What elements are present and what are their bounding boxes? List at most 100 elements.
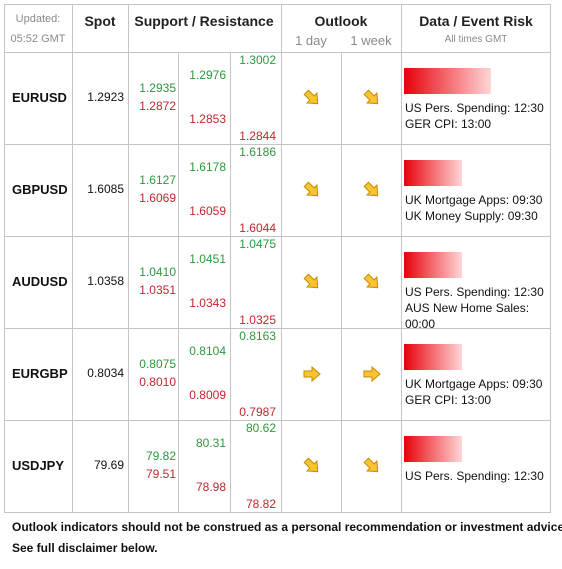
event: UK Mortgage Apps: 09:30	[405, 377, 543, 391]
arrow-shape	[363, 89, 379, 105]
pair: USDJPY	[12, 458, 65, 473]
risk-bar	[404, 68, 491, 94]
outlook-1week: 1 week	[350, 33, 392, 48]
row-line	[4, 52, 551, 53]
resistance: 1.6127	[139, 173, 176, 187]
column-line	[128, 4, 129, 513]
outlook-arrow	[363, 181, 379, 197]
outlook-arrow	[303, 181, 319, 197]
support: 78.82	[245, 497, 276, 511]
support: 1.2844	[239, 129, 276, 143]
event-list: US Pers. Spending: 12:30 AUS New Home Sal…	[405, 284, 547, 332]
pair: GBPUSD	[12, 182, 68, 197]
risk-bar	[404, 160, 462, 186]
outlook-arrow	[303, 273, 319, 289]
arrow-shape	[363, 273, 379, 289]
arrow-shape	[303, 365, 321, 383]
pair: EURGBP	[12, 366, 68, 381]
row-line	[4, 4, 551, 5]
column-line	[230, 52, 231, 513]
outlook-1day: 1 day	[295, 33, 327, 48]
support: 1.6059	[189, 204, 226, 218]
event-header: Data / Event Risk	[419, 13, 533, 29]
row-line	[4, 512, 551, 513]
event: GER CPI: 13:00	[405, 393, 492, 407]
risk-bar	[404, 344, 462, 370]
disclaimer: See full disclaimer below.	[12, 541, 158, 555]
column-line	[281, 4, 282, 513]
resistance: 80.62	[245, 421, 276, 435]
resistance: 1.0410	[139, 265, 176, 279]
arrow-shape	[363, 457, 379, 473]
row-line	[4, 236, 551, 237]
resistance: 1.0475	[239, 237, 276, 251]
event: GER CPI: 13:00	[405, 117, 492, 131]
event-list: US Pers. Spending: 12:30 GER CPI: 13:00	[405, 100, 547, 132]
event-list: US Pers. Spending: 12:30	[405, 468, 547, 484]
arrow-shape	[303, 89, 319, 105]
support: 0.7987	[239, 405, 276, 419]
risk-bar	[404, 436, 462, 462]
updated-time: 05:52 GMT	[10, 33, 66, 45]
resistance: 1.2935	[139, 81, 176, 95]
outlook-arrow	[363, 89, 379, 105]
resistance: 1.6186	[239, 145, 276, 159]
risk-bar	[404, 252, 462, 278]
outlook-arrow	[303, 89, 319, 105]
support: 1.0343	[189, 296, 226, 310]
support: 79.51	[145, 467, 176, 481]
arrow-shape	[363, 181, 379, 197]
support: 1.6069	[139, 191, 176, 205]
support: 0.8010	[139, 375, 176, 389]
spot-header: Spot	[84, 13, 116, 29]
pair: AUDUSD	[12, 274, 68, 289]
outlook-arrow	[303, 365, 321, 383]
outlook-header: Outlook	[314, 13, 368, 29]
support: 1.2872	[139, 99, 176, 113]
column-line	[401, 4, 402, 513]
pair: EURUSD	[12, 90, 67, 105]
column-line	[341, 52, 342, 513]
spot: 79.69	[93, 458, 124, 472]
resistance: 0.8104	[189, 344, 226, 358]
column-line	[72, 4, 73, 513]
row-line	[4, 328, 551, 329]
resistance: 1.0451	[189, 252, 226, 266]
event: US Pers. Spending: 12:30	[405, 285, 544, 299]
resistance: 0.8075	[139, 357, 176, 371]
sr-header: Support / Resistance	[134, 13, 274, 29]
support: 1.2853	[189, 112, 226, 126]
column-line	[550, 4, 551, 513]
outlook-arrow	[303, 457, 319, 473]
arrow-shape	[363, 365, 381, 383]
outlook-arrow	[363, 457, 379, 473]
support: 0.8009	[189, 388, 226, 402]
resistance: 80.31	[195, 436, 226, 450]
updated-label: Updated:	[15, 13, 61, 25]
support: 1.6044	[239, 221, 276, 235]
arrow-shape	[303, 273, 319, 289]
event-list: UK Mortgage Apps: 09:30 GER CPI: 13:00	[405, 376, 547, 408]
support: 1.0325	[239, 313, 276, 327]
disclaimer: Outlook indicators should not be constru…	[12, 520, 562, 534]
arrow-shape	[303, 457, 319, 473]
row-line	[4, 420, 551, 421]
times-note: All times GMT	[444, 34, 508, 45]
spot: 0.8034	[87, 366, 124, 380]
event: UK Mortgage Apps: 09:30	[405, 193, 543, 207]
outlook-arrow	[363, 273, 379, 289]
column-line	[178, 52, 179, 513]
resistance: 1.3002	[239, 53, 276, 67]
spot: 1.6085	[87, 182, 124, 196]
event-list: UK Mortgage Apps: 09:30 UK Money Supply: …	[405, 192, 547, 224]
row-line	[4, 144, 551, 145]
resistance: 1.2976	[189, 68, 226, 82]
spot: 1.0358	[87, 274, 124, 288]
arrow-shape	[303, 181, 319, 197]
support: 1.0351	[139, 283, 176, 297]
event: US Pers. Spending: 12:30	[405, 101, 544, 115]
column-line	[4, 4, 5, 513]
support: 78.98	[195, 480, 226, 494]
event: UK Money Supply: 09:30	[405, 209, 538, 223]
